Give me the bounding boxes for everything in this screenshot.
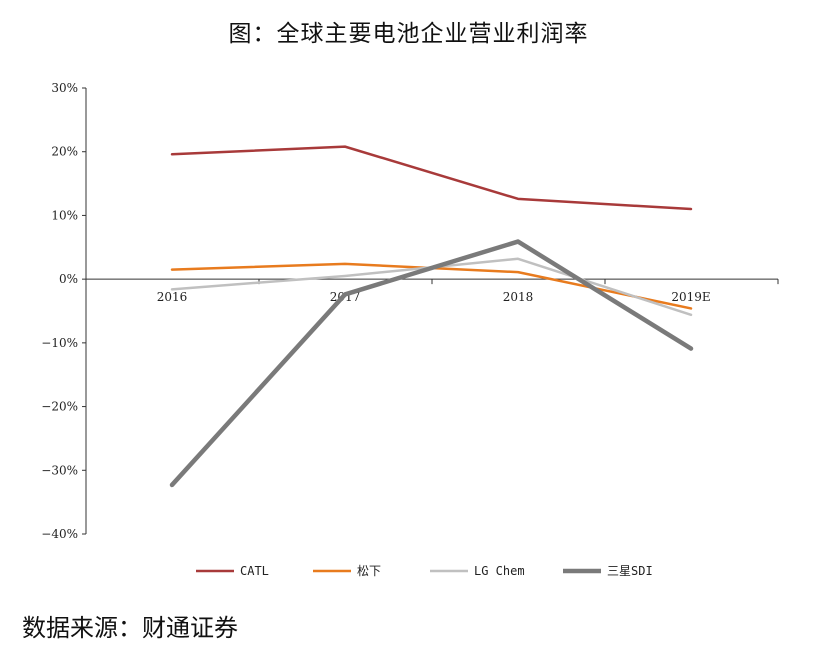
series-lines bbox=[169, 145, 694, 488]
legend: CATL 松下 LG Chem 三星SDI bbox=[196, 564, 653, 578]
x-tick-label: 2019E bbox=[671, 290, 710, 304]
chart-title: 图：全球主要电池企业营业利润率 bbox=[228, 21, 589, 47]
source-note: 数据来源：财通证券 bbox=[22, 614, 238, 642]
series-line bbox=[170, 145, 693, 211]
x-tick-label: 2016 bbox=[157, 290, 188, 304]
y-tick-label: 30% bbox=[51, 81, 78, 95]
line-chart: 30%20%10%0%−10%−20%−30%−40%2016 2017 2018 2… bbox=[41, 81, 779, 578]
y-tick-label: 10% bbox=[51, 208, 78, 222]
legend-label: 松下 bbox=[357, 564, 381, 578]
y-tick-label: −20% bbox=[41, 400, 78, 414]
x-tick-label: 2018 bbox=[503, 290, 534, 304]
series-line bbox=[169, 239, 694, 488]
y-tick-label: 20% bbox=[51, 145, 78, 159]
y-tick-label: −10% bbox=[41, 336, 78, 350]
y-tick-label: −30% bbox=[41, 463, 78, 477]
axes: 30%20%10%0%−10%−20%−30%−40%2016 2017 2018 2… bbox=[41, 81, 779, 541]
y-tick-label: −40% bbox=[41, 527, 78, 541]
legend-label: LG Chem bbox=[474, 564, 525, 578]
legend-label: CATL bbox=[240, 564, 269, 578]
legend-label: 三星SDI bbox=[607, 564, 653, 578]
y-tick-label: 0% bbox=[59, 272, 78, 286]
